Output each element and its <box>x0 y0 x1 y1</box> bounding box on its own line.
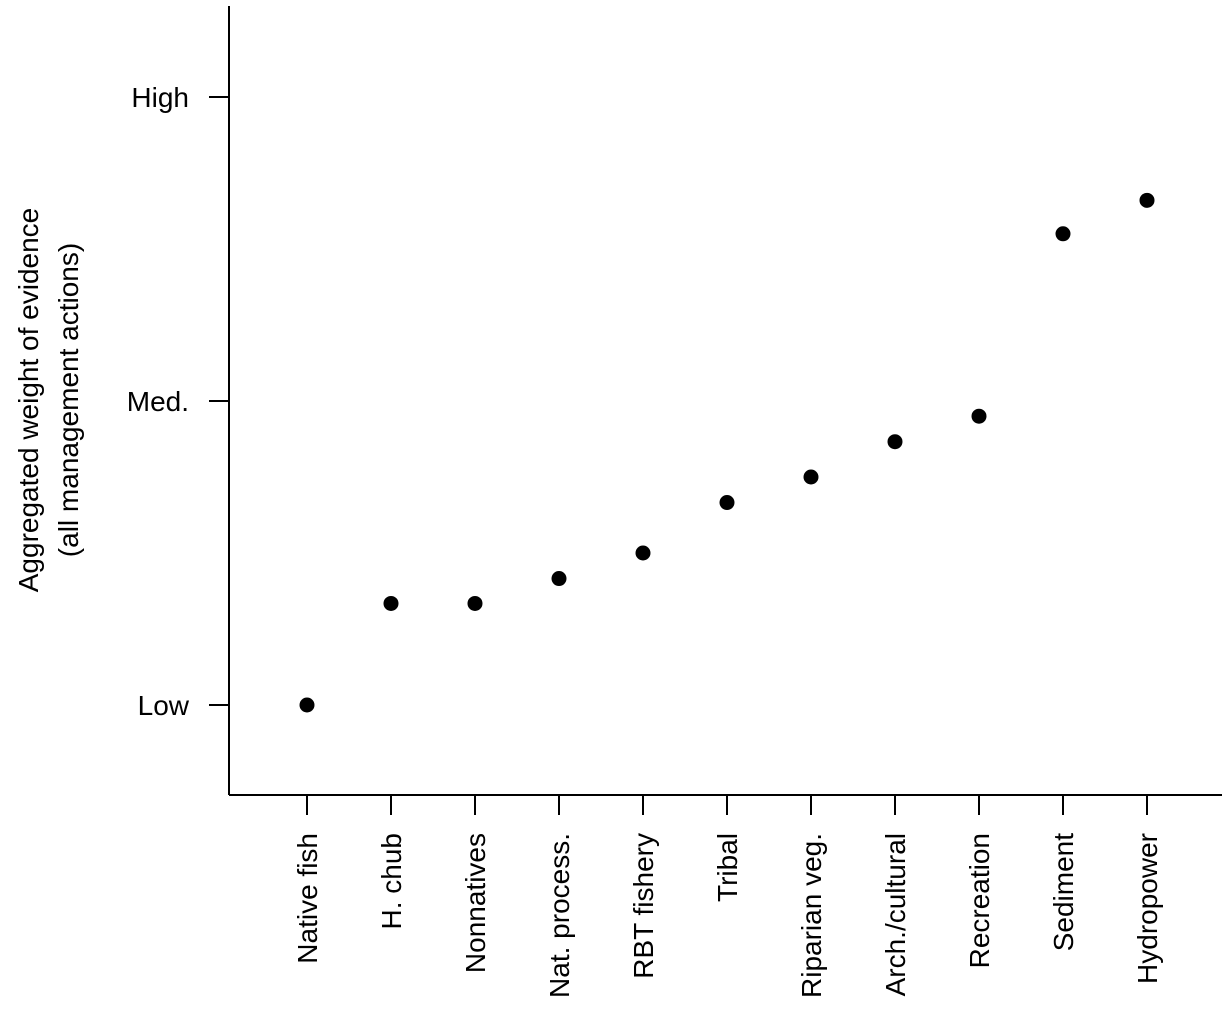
x-tick-label: Riparian veg. <box>796 833 827 998</box>
x-tick-label: Native fish <box>292 833 323 964</box>
y-tick-label: Low <box>138 690 190 721</box>
y-tick-label: Med. <box>127 386 189 417</box>
data-point <box>383 595 399 611</box>
x-tick-label: H. chub <box>376 833 407 930</box>
data-point <box>299 697 315 713</box>
x-tick-label: Hydropower <box>1132 833 1163 984</box>
x-tick-label: RBT fishery <box>628 833 659 979</box>
data-point <box>551 571 567 587</box>
x-tick-label: Nonnatives <box>460 833 491 973</box>
data-point <box>635 545 651 561</box>
data-point <box>887 434 903 450</box>
data-point <box>1139 192 1155 208</box>
y-axis-ticks: Low Med. High <box>127 82 229 721</box>
data-point <box>467 595 483 611</box>
data-points <box>299 192 1155 713</box>
x-tick-label: Tribal <box>712 833 743 902</box>
data-point <box>971 408 987 424</box>
x-tick-label: Arch./cultural <box>880 833 911 996</box>
y-tick-label: High <box>131 82 189 113</box>
x-axis-ticks: Native fish H. chub Nonnatives Nat. process… <box>292 795 1163 998</box>
data-point <box>719 495 735 511</box>
data-point <box>1055 226 1071 242</box>
y-axis-title-line1: Aggregated weight of evidence <box>13 208 44 593</box>
data-point <box>803 469 819 485</box>
y-axis-title-line2: (all management actions) <box>53 243 84 557</box>
x-tick-label: Recreation <box>964 833 995 968</box>
x-tick-label: Nat. process. <box>544 833 575 998</box>
x-tick-label: Sediment <box>1048 833 1079 952</box>
